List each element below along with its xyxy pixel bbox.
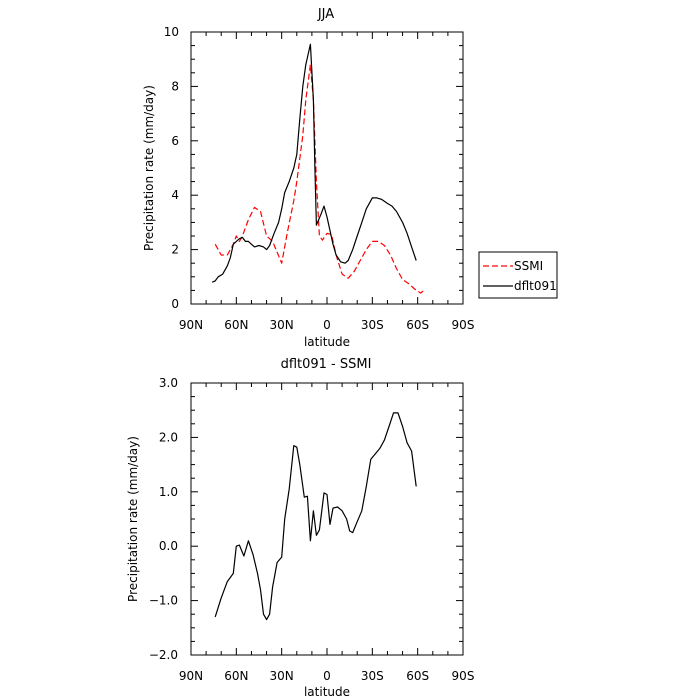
x-tick-labels: 90N 60N 30N 0 30S 60S 90S [179, 318, 475, 332]
series-lines [211, 43, 425, 294]
precip-panel: JJA 0 2 4 6 8 10 90N 60N 30N 0 30S 60S 90S latitude… [142, 7, 474, 349]
legend-label-dflt091: dflt091 [514, 279, 557, 293]
plot-frame [190, 31, 464, 305]
x-tick-label: 60N [224, 318, 248, 332]
y-tick-label: −1.0 [149, 594, 178, 608]
x-tick-label: 30N [270, 318, 294, 332]
y-axis-label: Precipitation rate (mm/day) [126, 436, 140, 602]
series-line-SSMI [214, 63, 425, 294]
y-tick-label: 6 [171, 134, 179, 148]
y-tick-label: 0.0 [159, 539, 178, 553]
y-tick-label: 1.0 [159, 485, 178, 499]
x-tick-label: 30S [361, 669, 384, 683]
y-tick-label: 2.0 [159, 430, 178, 444]
series-lines [214, 412, 417, 621]
x-tick-label: 60N [224, 669, 248, 683]
y-tick-label: 10 [164, 25, 179, 39]
y-tick-labels: 0 2 4 6 8 10 [164, 25, 179, 311]
series-line-dflt091 [211, 43, 417, 283]
y-tick-label: 2 [171, 243, 179, 257]
x-tick-label: 90N [179, 669, 203, 683]
y-tick-label: 4 [171, 188, 179, 202]
y-tick-label: 3.0 [159, 376, 178, 390]
difference-panel: dflt091 - SSMI −2.0 −1.0 0.0 1.0 2.0 3.0 90N 6… [126, 357, 474, 699]
x-tick-label: 30S [361, 318, 384, 332]
tick-marks [190, 31, 464, 305]
legend-label-ssmi: SSMI [514, 259, 543, 273]
x-tick-label: 0 [323, 669, 331, 683]
y-tick-label: −2.0 [149, 648, 178, 662]
y-tick-label: 0 [171, 297, 179, 311]
x-tick-label: 90N [179, 318, 203, 332]
x-tick-labels: 90N 60N 30N 0 30S 60S 90S [179, 669, 475, 683]
panel-title: JJA [317, 7, 334, 22]
x-tick-label: 60S [406, 669, 429, 683]
x-tick-label: 0 [323, 318, 331, 332]
panel-title: dflt091 - SSMI [281, 357, 372, 372]
tick-marks [190, 382, 464, 656]
x-axis-label: latitude [304, 335, 350, 349]
legend-box [478, 251, 558, 299]
y-tick-label: 8 [171, 79, 179, 93]
series-line-difference [214, 412, 417, 621]
x-tick-label: 90S [452, 669, 475, 683]
x-tick-label: 60S [406, 318, 429, 332]
x-tick-label: 30N [270, 669, 294, 683]
y-tick-labels: −2.0 −1.0 0.0 1.0 2.0 3.0 [149, 376, 178, 662]
x-axis-label: latitude [304, 685, 350, 699]
x-tick-label: 90S [452, 318, 475, 332]
y-axis-label: Precipitation rate (mm/day) [142, 85, 156, 251]
legend: SSMI dflt091 [478, 251, 558, 299]
plot-frame [190, 382, 464, 656]
